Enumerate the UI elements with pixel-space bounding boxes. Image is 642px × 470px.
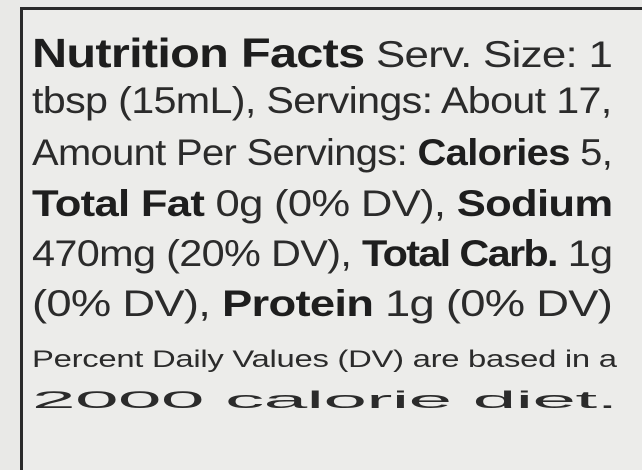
footnote-line-1: Percent Daily Values (DV) are based in a <box>32 346 617 373</box>
amount-per-serving-text: Amount Per Servings: <box>32 132 418 173</box>
nutrition-facts-panel <box>20 7 642 470</box>
serving-size-text: Serv. Size: 1 <box>364 34 613 75</box>
servings-text: tbsp (15mL), Servings: About 17, <box>32 80 612 121</box>
total-fat-value: 0g (0% DV), <box>204 183 457 224</box>
label-line-3: Amount Per Servings: Calories 5, <box>32 132 613 174</box>
label-line-2: tbsp (15mL), Servings: About 17, <box>32 80 612 122</box>
label-line-4: Total Fat 0g (0% DV), Sodium <box>32 183 613 225</box>
calories-label: Calories <box>417 132 570 173</box>
label-line-6: (0% DV), Protein 1g (0% DV) <box>32 283 613 325</box>
total-fat-label: Total Fat <box>32 183 205 224</box>
sodium-value: 470mg (20% DV), <box>32 233 363 274</box>
calories-value: 5, <box>569 132 613 173</box>
nutrition-facts-title: Nutrition Facts <box>32 30 365 76</box>
label-line-1: Nutrition Facts Serv. Size: 1 <box>32 30 613 77</box>
protein-value: 1g (0% DV) <box>373 283 613 324</box>
protein-label: Protein <box>222 283 374 324</box>
total-carb-label: Total Carb. <box>362 233 559 274</box>
total-carb-value: 1g <box>556 233 613 274</box>
protein-prefix: (0% DV), <box>32 283 223 324</box>
footnote-line-2: 2000 calorie diet. <box>32 387 618 414</box>
sodium-label: Sodium <box>456 183 613 224</box>
label-line-5: 470mg (20% DV), Total Carb. 1g <box>32 233 613 275</box>
